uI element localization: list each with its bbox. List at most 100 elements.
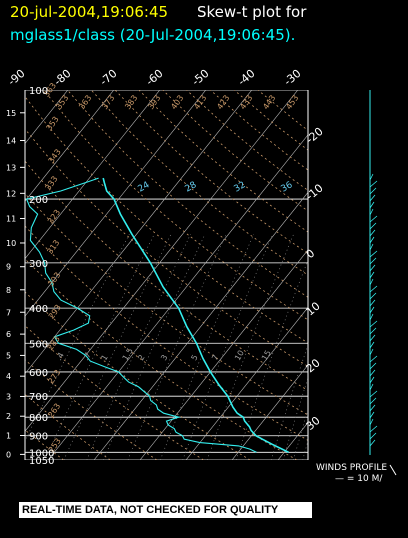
wind-barb <box>370 377 374 383</box>
header-source: mglass1/class (20-Jul-2004,19:06:45). <box>10 26 295 44</box>
wind-barb <box>370 426 377 432</box>
adiabat-top-label: 453 <box>284 93 300 111</box>
pressure-label: 800 <box>29 413 48 424</box>
height-tick-label: 4 <box>6 372 11 381</box>
wind-barb <box>370 335 375 341</box>
wind-barb <box>370 272 374 278</box>
height-tick-label: 8 <box>6 286 11 295</box>
top-temperature-label: -30 <box>281 67 303 89</box>
mixing-ratio-line <box>45 234 155 460</box>
height-tick-label: 2 <box>6 412 11 421</box>
wind-barb <box>370 328 376 334</box>
height-tick-label: 12 <box>6 189 16 198</box>
header-date: 20-jul-2004,19:06:45 <box>10 3 168 21</box>
mixing-ratio-label: 3 <box>159 353 169 362</box>
adiabat-label: 273 <box>46 368 62 386</box>
adiabat-top-label: 353 <box>54 93 70 111</box>
mixing-ratio-upper-label: 36 <box>280 180 295 195</box>
wind-scale-label: — = 10 M/ <box>335 474 383 484</box>
adiabat-label: 293 <box>47 303 63 321</box>
dewpoint-profile-line <box>27 178 257 452</box>
pressure-label: 700 <box>29 392 48 403</box>
isotherm-line <box>48 90 344 460</box>
height-tick-label: 11 <box>6 215 16 224</box>
wind-barb <box>370 265 375 271</box>
height-tick-label: 5 <box>6 351 11 360</box>
pressure-label: 600 <box>29 368 48 379</box>
dry-adiabat-line <box>0 90 204 460</box>
wind-barb <box>370 356 377 362</box>
wind-barb <box>370 181 377 187</box>
isotherm-line <box>370 90 408 460</box>
wind-barb <box>370 412 374 418</box>
top-temperature-label: -90 <box>5 67 27 89</box>
adiabat-top-label: 443 <box>261 93 277 111</box>
quality-banner: REAL-TIME DATA, NOT CHECKED FOR QUALITY <box>19 502 312 518</box>
top-temperature-label: -40 <box>235 67 257 89</box>
wind-barb <box>370 195 375 201</box>
isotherm-line <box>186 90 408 460</box>
dry-adiabat-line <box>0 90 157 460</box>
height-tick-label: 3 <box>6 392 11 401</box>
mixing-ratio-line <box>293 234 366 460</box>
isotherm-line <box>278 90 408 460</box>
top-temperature-label: -60 <box>143 67 165 89</box>
mixing-ratio-line <box>87 234 191 460</box>
adiabat-top-label: 413 <box>192 93 208 111</box>
adiabat-top-label: 403 <box>169 93 185 111</box>
height-tick-label: 1 <box>6 432 11 441</box>
isotherm-line <box>0 90 160 460</box>
profile-layer <box>27 178 289 452</box>
dry-adiabat-line <box>139 90 408 460</box>
right-temperature-label: 0 <box>304 247 318 261</box>
wind-barb <box>370 398 376 404</box>
dry-adiabat-line <box>234 90 408 460</box>
pressure-label: 400 <box>29 304 48 315</box>
height-tick-label: 7 <box>6 308 11 317</box>
isotherm-line <box>324 90 408 460</box>
pressure-label: 500 <box>29 339 48 350</box>
dry-adiabat-line <box>187 90 408 460</box>
wind-barb <box>370 342 374 348</box>
adiabat-top-label: 373 <box>100 93 116 111</box>
right-temperature-label: 20 <box>304 356 323 375</box>
adiabat-label: 353 <box>45 115 61 133</box>
mixing-ratio-line <box>64 234 171 460</box>
wind-barb <box>370 391 377 397</box>
adiabat-label: 323 <box>46 208 62 226</box>
dry-adiabat-line <box>44 90 408 460</box>
dry-adiabat-line <box>0 90 297 460</box>
right-temperature-label: -20 <box>304 125 326 147</box>
mixing-ratio-label: 1 <box>99 353 109 362</box>
right-temperature-label: -10 <box>304 181 326 203</box>
adiabat-top-label: 363 <box>77 93 93 111</box>
mixing-ratio-upper-label: 32 <box>233 180 248 194</box>
mixing-ratio-label: 15 <box>260 349 273 362</box>
isotherm-line <box>0 90 252 460</box>
height-tick-label: 6 <box>6 330 11 339</box>
dry-adiabat-line <box>115 90 408 460</box>
frame-layer <box>20 90 308 460</box>
wind-barb <box>370 405 375 411</box>
wind-barb <box>370 258 376 264</box>
adiabat-top-label: 433 <box>238 93 254 111</box>
adiabat-label: 333 <box>43 174 59 192</box>
adiabat-label: 313 <box>45 238 61 256</box>
isotherm-line <box>94 90 390 460</box>
wind-barb <box>370 216 377 222</box>
wind-barb <box>370 237 374 243</box>
wind-barb <box>370 223 376 229</box>
pressure-label: 100 <box>29 86 48 97</box>
wind-barb <box>370 188 376 194</box>
right-temperature-label: 10 <box>304 299 323 318</box>
wind-barb <box>370 230 375 236</box>
temperature-profile-line <box>103 178 289 452</box>
dry-adiabat-line <box>258 90 408 460</box>
wind-barb <box>370 433 376 439</box>
mixing-ratio-label: 5 <box>189 353 199 362</box>
wind-barb <box>370 321 377 327</box>
height-tick-label: 0 <box>6 450 11 459</box>
mixing-ratio-line <box>207 234 293 460</box>
